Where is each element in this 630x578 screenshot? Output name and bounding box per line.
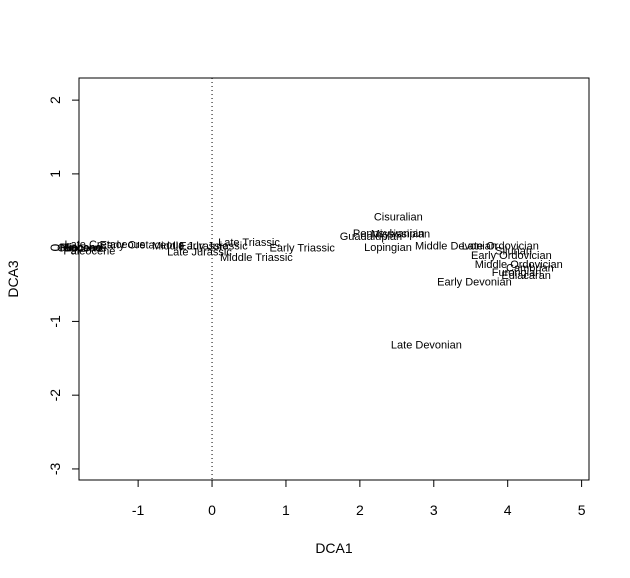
y-tick-label: -1 — [47, 315, 63, 328]
point-label: Middle Triassic — [220, 252, 293, 264]
x-tick-label: -1 — [132, 502, 145, 518]
point-label: Cisuralian — [374, 212, 423, 224]
point-label: Cambrian — [506, 263, 554, 275]
x-axis-title: DCA1 — [315, 540, 353, 556]
point-label: Oligocene — [57, 243, 107, 255]
point-label: Miocene — [60, 243, 102, 255]
point-label: Early Triassic — [270, 243, 336, 255]
point-label: Eocene — [64, 242, 101, 254]
point-label: Pliocene — [59, 242, 101, 254]
x-tick-label: 4 — [504, 502, 512, 518]
point-label: Middle Jurassic — [152, 240, 228, 252]
point-label: Late Cretaceous — [65, 239, 146, 251]
point-label: Pennsylvanian — [353, 228, 425, 240]
point-label: Early Devonian — [437, 277, 512, 289]
x-axis: -1 0 1 2 3 4 5 — [132, 479, 586, 518]
point-labels: PlioceneMioceneOligoceneEocenePaleoceneL… — [57, 212, 563, 352]
x-tick-label: 3 — [430, 502, 438, 518]
point-label: Middle Ordovician — [475, 259, 563, 271]
x-tick-label: 1 — [282, 502, 290, 518]
x-tick-label: 5 — [578, 502, 586, 518]
y-tick-label: -3 — [47, 463, 63, 476]
y-axis-title: DCA3 — [5, 260, 21, 298]
point-label: Silurian — [495, 246, 532, 258]
point-label: Middle Devonian — [415, 240, 497, 252]
point-label: Late Ordovician — [462, 240, 539, 252]
point-label: Early Ordovician — [471, 250, 552, 262]
y-tick-label: -2 — [47, 389, 63, 402]
y-tick-label: 2 — [47, 96, 63, 104]
y-axis: -3 -2 -1 0 1 2 — [47, 96, 80, 476]
point-label: Lopingian — [364, 242, 412, 254]
point-label: Ediacaran — [501, 270, 551, 282]
point-label: Late Devonian — [391, 339, 462, 351]
point-label: Late Triassic — [218, 237, 280, 249]
y-tick-label: 0 — [47, 244, 63, 252]
y-tick-label: 1 — [47, 170, 63, 178]
point-label: Early Cretaceous — [100, 240, 185, 252]
point-label: Paleocene — [63, 246, 115, 258]
point-label: Mississipian — [371, 229, 430, 241]
x-tick-label: 0 — [208, 502, 216, 518]
point-label: Early Jurassic — [179, 240, 248, 252]
point-label: Furongian — [492, 267, 542, 279]
point-label: Late Jurassic — [167, 246, 232, 258]
point-label: Guadalupian — [340, 231, 402, 243]
x-tick-label: 2 — [356, 502, 364, 518]
